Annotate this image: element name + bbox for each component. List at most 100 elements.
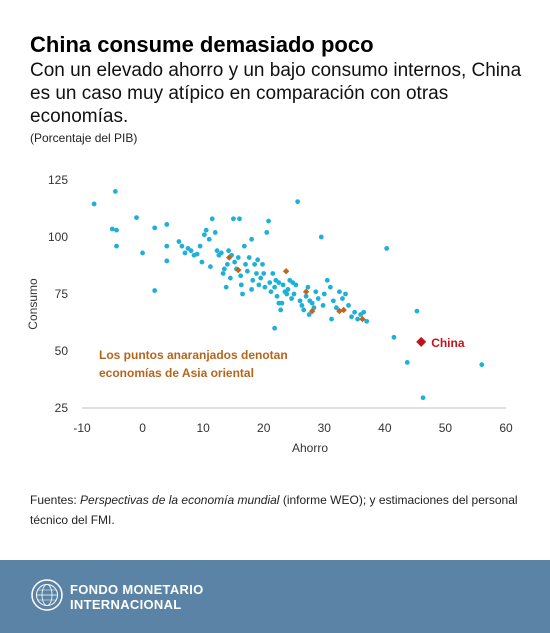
annotations: China Los puntos anaranjados denotan econo…	[99, 336, 465, 380]
economy-point	[250, 277, 256, 283]
economy-point	[209, 216, 215, 222]
economy-point	[260, 261, 265, 267]
economy-point	[313, 289, 319, 295]
page-subtitle: Con un elevado ahorro y un bajo consumo …	[30, 60, 522, 127]
page-title: China consume demasiado poco	[30, 32, 374, 57]
economy-point	[109, 226, 115, 232]
economy-point	[134, 215, 139, 221]
economy-point	[278, 307, 284, 313]
y-tick-label: 100	[48, 230, 68, 244]
economy-point	[199, 259, 205, 265]
scatter-chart: -10 0 10 20 30 40 50 60 25 50 75 100 125 Ahorro Consum…	[26, 173, 513, 455]
economy-point	[289, 296, 294, 301]
economy-point	[349, 314, 354, 320]
east-asia-point	[225, 254, 233, 261]
x-axis-label: Ahorro	[292, 441, 328, 455]
economy-point	[295, 199, 301, 205]
economy-point	[290, 280, 296, 285]
economy-point	[337, 289, 342, 295]
china-label: China	[431, 336, 465, 350]
economy-point	[114, 227, 119, 233]
data-points	[91, 189, 485, 401]
y-tick-label: 25	[55, 401, 69, 415]
economy-point	[164, 222, 170, 227]
economy-point	[258, 275, 264, 281]
y-tick-label: 125	[48, 173, 68, 187]
sources-prefix: Fuentes:	[30, 493, 81, 507]
x-tick-label: -10	[73, 421, 91, 435]
east-asia-point	[340, 306, 347, 314]
economy-point	[414, 308, 420, 314]
economy-point	[252, 261, 258, 267]
east-asia-point	[235, 266, 242, 274]
chart-header: China consume demasiado poco Con un elev…	[30, 32, 530, 145]
unit-note: (Porcentaje del PIB)	[30, 131, 138, 145]
economy-point	[309, 300, 315, 306]
org-name-line2: INTERNACIONAL	[70, 597, 182, 612]
economy-point	[346, 303, 351, 308]
economy-point	[179, 243, 185, 249]
economy-point	[343, 291, 348, 297]
economy-point	[208, 264, 213, 270]
economy-point	[404, 360, 410, 365]
economy-point	[301, 307, 307, 313]
x-tick-label: 30	[318, 421, 332, 435]
x-tick-label: 10	[196, 421, 210, 435]
economy-point	[212, 230, 218, 235]
economy-point	[262, 284, 268, 290]
economy-point	[244, 268, 250, 274]
economy-point	[201, 232, 207, 238]
imf-seal-icon	[31, 579, 63, 611]
x-tick-label: 60	[499, 421, 513, 435]
economy-point	[266, 218, 271, 224]
economy-point	[228, 275, 233, 281]
economy-point	[391, 334, 397, 340]
org-name: FONDO MONETARIO INTERNACIONAL	[70, 582, 204, 612]
annotation-text-line: economías de Asia oriental	[99, 366, 254, 380]
sources-note: Fuentes: Perspectivas de la economía mun…	[30, 490, 520, 530]
economy-point	[291, 291, 297, 297]
economy-point	[226, 248, 231, 254]
economy-point	[176, 239, 182, 244]
economy-point	[188, 248, 194, 254]
economy-point	[285, 287, 291, 292]
economy-point	[256, 282, 262, 288]
economy-point	[164, 243, 170, 249]
economy-point	[237, 216, 242, 222]
economy-point	[140, 250, 145, 256]
y-axis-label: Consumo	[26, 278, 40, 330]
economy-point	[214, 248, 220, 254]
economy-point	[249, 236, 255, 242]
annotation-text-line: Los puntos anaranjados denotan	[99, 348, 288, 362]
economy-point	[223, 284, 229, 290]
economy-point	[318, 234, 324, 240]
economy-point	[479, 362, 485, 368]
economy-point	[112, 189, 118, 194]
economy-point	[384, 246, 390, 251]
economy-point	[270, 271, 276, 276]
economy-point	[352, 309, 357, 315]
economy-point	[240, 291, 245, 297]
economy-point	[182, 250, 188, 256]
economy-point	[297, 298, 303, 304]
economy-point	[249, 287, 255, 292]
economy-point	[152, 225, 158, 231]
economy-point	[164, 258, 170, 264]
economy-point	[361, 309, 367, 315]
economy-point	[91, 201, 97, 207]
y-tick-label: 75	[55, 287, 69, 301]
economy-point	[246, 255, 252, 260]
economy-point	[329, 316, 334, 322]
economy-point	[203, 227, 209, 233]
east-asia-point	[308, 307, 316, 315]
economy-point	[232, 259, 238, 265]
economy-point	[355, 316, 360, 322]
economy-point	[364, 318, 370, 324]
economy-point	[267, 280, 273, 285]
economy-point	[274, 293, 280, 299]
economy-point	[264, 230, 270, 235]
economy-point	[243, 261, 248, 267]
economy-point	[235, 255, 241, 260]
east-asia-point	[282, 268, 290, 275]
economy-point	[299, 303, 305, 308]
